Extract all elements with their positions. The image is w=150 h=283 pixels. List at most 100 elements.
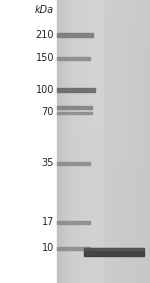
Bar xyxy=(77,0,79,283)
Bar xyxy=(65,0,67,283)
Bar xyxy=(57,106,150,113)
Bar xyxy=(57,0,150,7)
Bar xyxy=(57,71,150,78)
Bar xyxy=(130,0,132,283)
Bar xyxy=(133,0,135,283)
Bar xyxy=(57,28,150,35)
Bar xyxy=(84,248,144,256)
Bar xyxy=(85,0,87,283)
Bar xyxy=(57,14,150,21)
Bar xyxy=(57,177,150,184)
Bar xyxy=(57,113,150,120)
Bar xyxy=(57,241,150,248)
Bar xyxy=(110,0,112,283)
Bar xyxy=(86,0,88,283)
Bar xyxy=(145,0,147,283)
Bar xyxy=(57,184,150,191)
Bar xyxy=(63,0,65,283)
Bar xyxy=(121,0,123,283)
Text: 17: 17 xyxy=(42,217,54,227)
Bar xyxy=(148,0,150,283)
Bar xyxy=(142,0,144,283)
Bar xyxy=(57,64,150,71)
Bar xyxy=(57,42,150,50)
Bar xyxy=(57,276,150,283)
Bar xyxy=(122,0,124,283)
Text: 100: 100 xyxy=(36,85,54,95)
Text: 10: 10 xyxy=(42,243,54,253)
Bar xyxy=(60,0,62,283)
Bar xyxy=(57,191,150,198)
Text: 210: 210 xyxy=(36,30,54,40)
Bar xyxy=(57,170,150,177)
Bar xyxy=(57,246,90,250)
Bar xyxy=(117,0,120,283)
Bar xyxy=(136,0,138,283)
Bar xyxy=(57,127,150,134)
Bar xyxy=(57,219,150,226)
Bar xyxy=(88,0,90,283)
Bar xyxy=(57,149,150,156)
Bar xyxy=(57,21,150,28)
Bar xyxy=(111,0,113,283)
Text: kDa: kDa xyxy=(35,5,54,15)
Bar xyxy=(57,269,150,276)
Bar xyxy=(62,0,64,283)
Bar xyxy=(83,0,85,283)
Bar xyxy=(113,0,115,283)
Bar xyxy=(93,0,95,283)
Bar xyxy=(72,0,75,283)
Bar xyxy=(90,0,92,283)
Bar xyxy=(57,57,150,64)
Text: 70: 70 xyxy=(42,107,54,117)
Bar xyxy=(57,226,150,233)
Bar xyxy=(135,0,136,283)
Bar xyxy=(102,0,104,283)
Bar xyxy=(57,212,150,219)
Bar xyxy=(57,255,150,262)
Bar xyxy=(116,0,118,283)
Bar xyxy=(69,0,71,283)
Bar xyxy=(57,262,150,269)
Bar xyxy=(84,248,144,250)
Bar xyxy=(79,0,81,283)
Bar xyxy=(114,0,116,283)
Bar xyxy=(138,0,140,283)
Bar xyxy=(57,33,93,37)
Text: 150: 150 xyxy=(36,53,54,63)
Bar xyxy=(57,85,150,92)
Bar xyxy=(57,162,90,164)
Bar xyxy=(97,0,99,283)
Bar xyxy=(80,0,82,283)
Bar xyxy=(58,0,61,283)
Bar xyxy=(128,0,130,283)
Bar xyxy=(147,0,149,283)
Bar xyxy=(94,0,96,283)
Bar xyxy=(57,163,150,170)
Bar xyxy=(125,0,127,283)
Bar xyxy=(107,0,109,283)
Bar xyxy=(57,198,150,205)
Bar xyxy=(103,0,106,283)
Bar xyxy=(74,0,76,283)
Bar xyxy=(57,205,150,212)
Bar xyxy=(57,78,150,85)
Bar xyxy=(57,120,150,127)
Bar xyxy=(124,0,126,283)
Bar xyxy=(57,233,150,241)
Bar xyxy=(57,220,90,224)
Bar xyxy=(76,0,78,283)
Text: 35: 35 xyxy=(42,158,54,168)
Bar xyxy=(57,106,92,108)
Bar xyxy=(57,112,92,114)
Bar xyxy=(108,0,110,283)
Bar xyxy=(100,0,102,283)
Bar xyxy=(57,35,150,42)
Bar xyxy=(68,0,70,283)
Bar xyxy=(91,0,93,283)
Bar xyxy=(57,142,150,149)
Bar xyxy=(57,156,150,163)
Bar xyxy=(96,0,98,283)
Bar xyxy=(57,57,90,59)
Bar xyxy=(71,0,73,283)
